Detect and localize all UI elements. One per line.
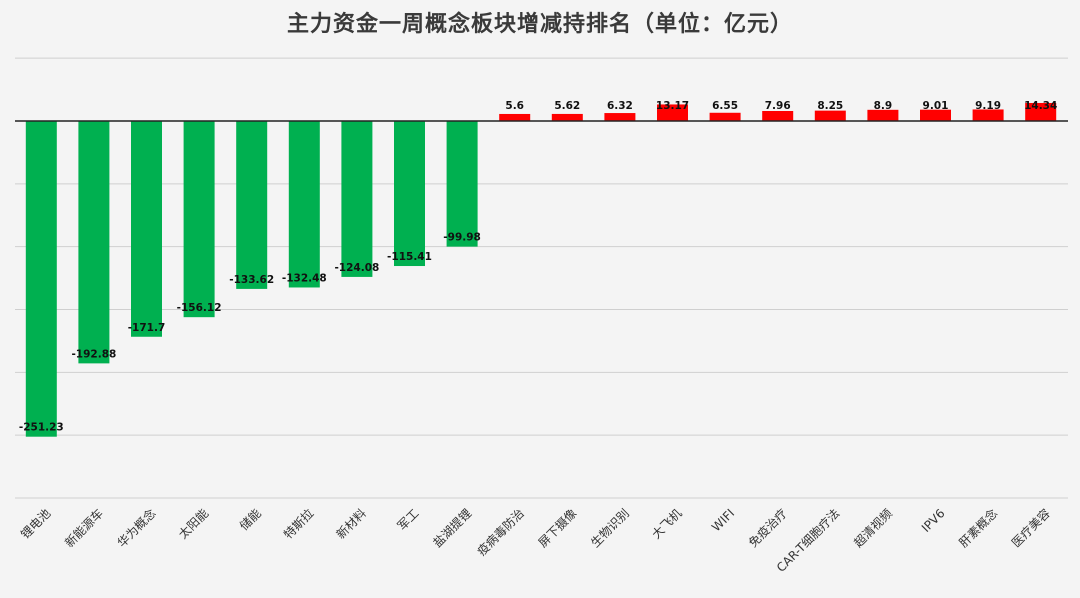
bar-19 xyxy=(1025,102,1057,121)
bar-6 xyxy=(341,121,373,277)
category-label-1: 新能源车 xyxy=(61,506,106,551)
bar-10 xyxy=(551,113,583,121)
category-label-4: 储能 xyxy=(236,506,264,534)
category-label-17: IPV6 xyxy=(919,506,948,535)
category-label-3: 太阳能 xyxy=(175,506,211,542)
data-label-2: -171.7 xyxy=(128,322,166,334)
category-label-0: 锂电池 xyxy=(17,506,53,542)
category-label-18: 肝素概念 xyxy=(956,506,1001,551)
bar-9 xyxy=(499,113,531,121)
data-label-6: -124.08 xyxy=(334,262,379,274)
data-label-18: 9.19 xyxy=(975,100,1001,112)
data-label-15: 8.25 xyxy=(817,100,843,112)
bar-1 xyxy=(78,121,110,364)
category-label-19: 医疗美容 xyxy=(1008,506,1053,551)
data-label-8: -99.98 xyxy=(443,232,481,244)
data-label-1: -192.88 xyxy=(71,348,116,360)
category-label-9: 疫病毒防治 xyxy=(474,506,527,559)
bar-5 xyxy=(288,121,320,288)
bar-8 xyxy=(446,121,478,247)
category-label-10: 屏下摄像 xyxy=(535,506,580,551)
data-label-11: 6.32 xyxy=(607,100,633,112)
data-label-12: 13.17 xyxy=(656,100,689,112)
bar-2 xyxy=(131,121,162,337)
bar-4 xyxy=(236,121,268,289)
category-labels: 锂电池 新能源车 华为概念 太阳能 储能 特斯拉 新材料 军工 盐湖提锂 疫病毒防治 屏下摄像 生物识… xyxy=(17,506,1052,575)
bar-14 xyxy=(762,110,794,121)
data-label-4: -133.62 xyxy=(229,274,274,286)
data-label-3: -156.12 xyxy=(177,302,222,314)
category-label-2: 华为概念 xyxy=(114,506,159,551)
gridlines xyxy=(15,57,1068,499)
category-label-11: 生物识别 xyxy=(588,506,632,550)
bar-17 xyxy=(920,109,951,121)
category-label-6: 新材料 xyxy=(333,506,369,542)
category-label-13: WIFI xyxy=(709,506,737,534)
data-label-13: 6.55 xyxy=(712,100,738,112)
bars xyxy=(25,102,1057,437)
bar-0 xyxy=(25,121,57,437)
bar-7 xyxy=(394,121,425,267)
data-label-10: 5.62 xyxy=(554,100,580,112)
bar-11 xyxy=(604,113,636,121)
bar-18 xyxy=(972,109,1004,121)
data-label-19: 14.34 xyxy=(1024,100,1057,112)
data-label-16: 8.9 xyxy=(874,100,893,112)
data-label-14: 7.96 xyxy=(765,100,791,112)
data-label-9: 5.6 xyxy=(505,100,524,112)
bar-3 xyxy=(183,121,215,318)
chart-title: 主力资金一周概念板块增减持排名（单位：亿元） xyxy=(286,12,793,37)
bar-12 xyxy=(657,104,688,121)
category-label-5: 特斯拉 xyxy=(280,506,316,542)
bar-16 xyxy=(867,109,899,121)
category-label-12: 大飞机 xyxy=(649,506,684,541)
data-label-7: -115.41 xyxy=(387,251,432,263)
category-label-16: 超清视频 xyxy=(850,506,895,551)
bar-15 xyxy=(814,110,846,121)
bar-13 xyxy=(709,112,741,121)
data-labels: -251.23 -192.88 -171.7 -156.12 -133.62 -132.4… xyxy=(19,100,1057,434)
data-label-17: 9.01 xyxy=(923,100,949,112)
category-label-14: 免疫治疗 xyxy=(745,506,790,551)
data-label-0: -251.23 xyxy=(19,422,64,434)
category-label-8: 盐湖提锂 xyxy=(430,506,475,551)
category-label-7: 军工 xyxy=(395,506,422,533)
data-label-5: -132.48 xyxy=(282,272,327,284)
